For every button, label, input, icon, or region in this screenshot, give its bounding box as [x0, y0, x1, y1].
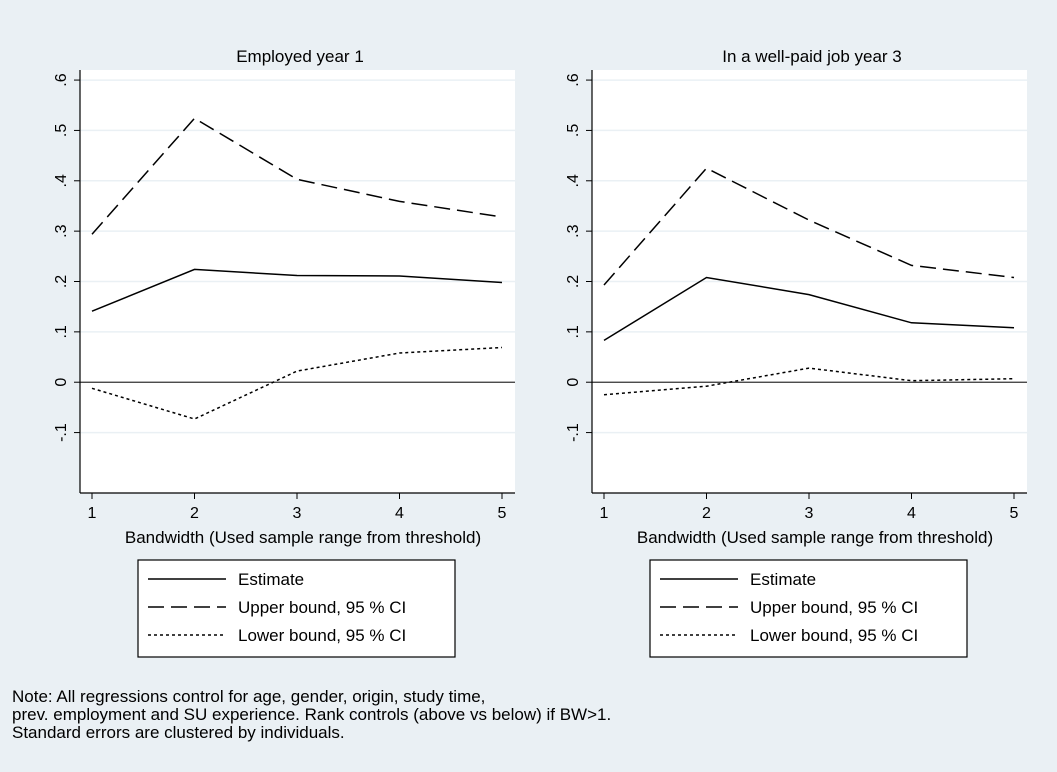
x-tick-label: 4: [907, 505, 916, 522]
y-tick-label: 0: [565, 378, 582, 387]
x-axis-label: Bandwidth (Used sample range from thresh…: [637, 528, 993, 547]
y-tick-label: 0: [53, 378, 70, 387]
series-line-solid: [603, 276, 1015, 342]
note-line: Note: All regressions control for age, g…: [12, 687, 486, 706]
x-tick-label: 3: [293, 505, 302, 522]
y-tick-label: .6: [565, 73, 582, 86]
series-line-dashed: [603, 167, 1015, 286]
legend-label: Estimate: [238, 570, 304, 589]
x-tick-label: 4: [395, 505, 404, 522]
y-tick-label: .6: [53, 73, 70, 86]
y-tick-label: .5: [565, 124, 582, 137]
legend-label: Upper bound, 95 % CI: [750, 598, 918, 617]
legend-box: [137, 559, 456, 658]
panel-title: In a well-paid job year 3: [722, 47, 902, 66]
legend-label: Estimate: [750, 570, 816, 589]
note-line: Standard errors are clustered by individ…: [12, 723, 345, 742]
y-tick-label: .3: [53, 224, 70, 237]
series-line-dotted: [603, 367, 1015, 396]
legend-label: Lower bound, 95 % CI: [750, 626, 918, 645]
y-tick-label: -.1: [53, 423, 70, 442]
legend-box: [649, 559, 968, 658]
series-line-dashed: [91, 117, 503, 235]
y-tick-label: .3: [565, 224, 582, 237]
y-tick-label: .2: [53, 275, 70, 288]
x-tick-label: 5: [1010, 505, 1019, 522]
x-tick-label: 1: [600, 505, 609, 522]
x-tick-label: 5: [498, 505, 507, 522]
x-tick-label: 2: [702, 505, 711, 522]
y-tick-label: .5: [53, 124, 70, 137]
y-tick-label: .1: [53, 325, 70, 338]
x-tick-label: 2: [190, 505, 199, 522]
figure-note: Note: All regressions control for age, g…: [12, 688, 611, 742]
y-tick-label: .2: [565, 275, 582, 288]
x-tick-label: 1: [88, 505, 97, 522]
series-line-solid: [91, 268, 503, 312]
legend-label: Upper bound, 95 % CI: [238, 598, 406, 617]
y-tick-label: .4: [565, 174, 582, 187]
y-tick-label: .1: [565, 325, 582, 338]
note-line: prev. employment and SU experience. Rank…: [12, 705, 612, 724]
x-axis-label: Bandwidth (Used sample range from thresh…: [125, 528, 481, 547]
y-tick-label: -.1: [565, 423, 582, 442]
y-tick-label: .4: [53, 174, 70, 187]
legend-label: Lower bound, 95 % CI: [238, 626, 406, 645]
panel-title: Employed year 1: [236, 47, 364, 66]
x-tick-label: 3: [805, 505, 814, 522]
